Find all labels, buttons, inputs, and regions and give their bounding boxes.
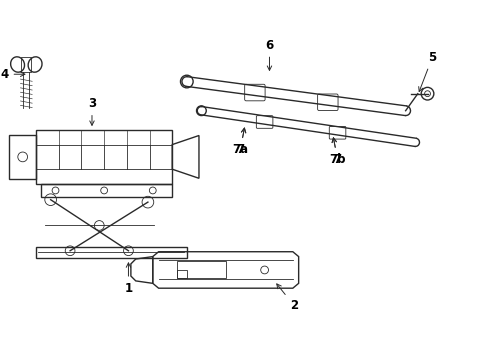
Text: 7a: 7a [232,128,248,156]
Text: 3: 3 [88,97,96,125]
Text: 6: 6 [265,39,273,70]
Text: 7: 7 [236,128,245,156]
Text: 7: 7 [331,138,341,166]
Text: 2: 2 [276,284,297,312]
Bar [36,130,172,184]
Bar [41,184,172,197]
Bar [21,57,31,72]
Text: 4: 4 [0,68,25,81]
Text: 5: 5 [418,51,436,91]
Bar [36,247,186,258]
Text: 1: 1 [124,263,132,295]
Text: 7b: 7b [328,138,345,166]
Bar [177,261,225,279]
Bar [177,270,186,279]
Bar [9,135,36,179]
